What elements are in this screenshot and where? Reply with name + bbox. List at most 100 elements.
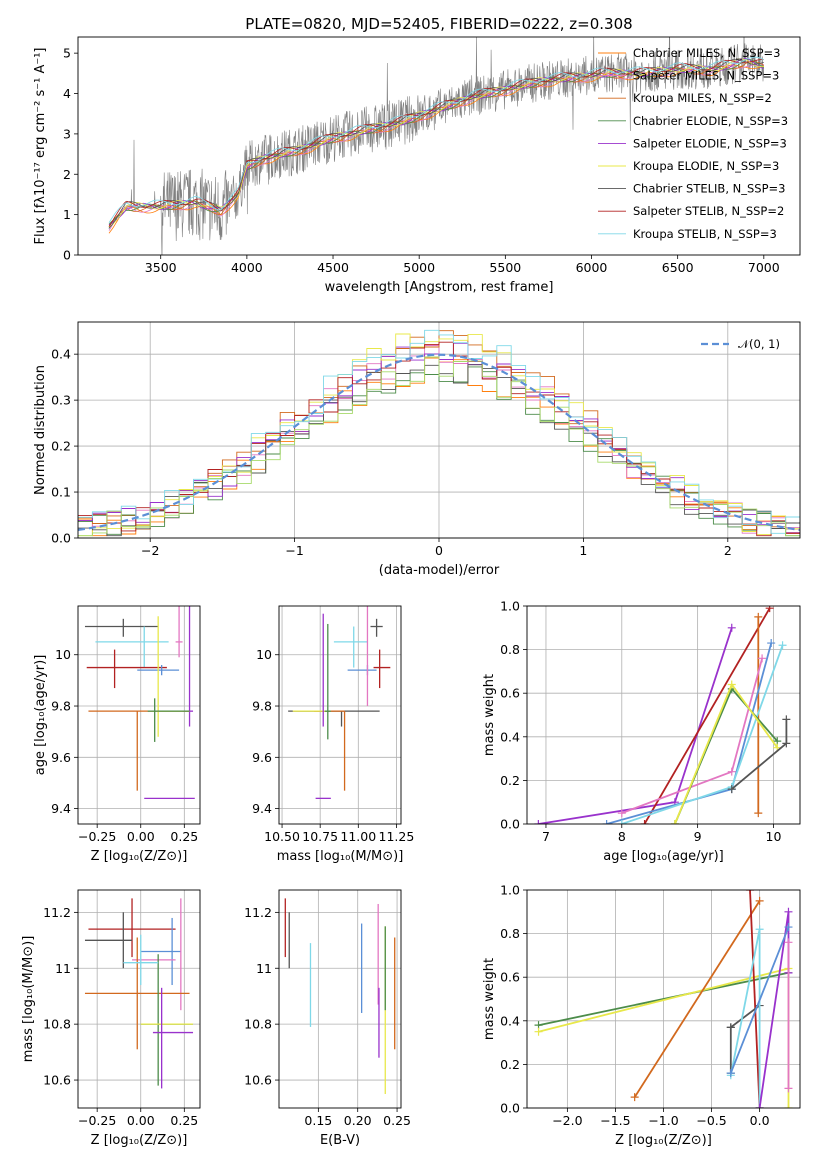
- legend-entry: Salpeter STELIB, N_SSP=2: [633, 204, 784, 218]
- errorbar-point: [333, 626, 368, 668]
- x-tick-label: 4500: [317, 260, 349, 275]
- y-tick-label: 10.6: [43, 1073, 71, 1088]
- y-tick-label: 9.6: [252, 750, 272, 765]
- y-tick-label: 0.0: [500, 817, 520, 832]
- axes-frame: [278, 605, 402, 825]
- x-tick-label: 8: [618, 829, 626, 844]
- plus-marker: [726, 1069, 735, 1078]
- y-tick-label: 9.4: [51, 801, 71, 816]
- series-line: [643, 607, 771, 824]
- errorbar-point: [373, 649, 391, 689]
- y-axis-label: Normed distribution: [33, 365, 48, 495]
- y-tick-label: 1: [63, 207, 71, 222]
- series-line: [749, 890, 761, 1108]
- y-tick-label: 1.0: [500, 883, 520, 898]
- y-axis-label: mass [log₁₀(M/M⊙)]: [21, 936, 36, 1063]
- errorbar-point: [88, 898, 176, 958]
- legend-entry: Chabrier ELODIE, N_SSP=3: [633, 114, 788, 128]
- panel-mass-vs-Z: −0.25 0.00 0.25 10.6 10.8 11 11.2 Z [log₁₀(Z/Z⊙…: [21, 889, 201, 1148]
- x-tick-label: 10.50: [264, 829, 300, 844]
- plus-marker: [784, 923, 793, 932]
- y-tick-label: 11.2: [244, 905, 272, 920]
- x-tick-label: 5500: [489, 260, 521, 275]
- y-tick-label: 2: [63, 167, 71, 182]
- y-tick-label: 9.4: [252, 801, 272, 816]
- mass-weight-series: [617, 641, 787, 824]
- x-axis-label: mass [log₁₀(M/M⊙)]: [277, 849, 404, 864]
- y-tick-label: 10.8: [244, 1017, 272, 1032]
- plus-marker: [727, 785, 736, 794]
- x-tick-label: 1: [579, 543, 587, 558]
- errorbar-point: [86, 649, 167, 689]
- plus-marker: [758, 654, 767, 663]
- y-tick-label: 5: [63, 46, 71, 61]
- y-axis-label: mass weight: [482, 958, 497, 1040]
- plus-marker: [727, 767, 736, 776]
- axes-frame: [526, 605, 801, 825]
- plus-marker: [726, 1023, 735, 1032]
- residual-histogram: [78, 341, 800, 537]
- y-tick-label: 3: [63, 126, 71, 141]
- plus-marker: [630, 1093, 639, 1102]
- errorbar-point: [140, 954, 194, 1086]
- panel-mass-weight-vs-age: 7 8 9 10 0.0 0.2 0.4 0.6 0.8 1.0 age [log₁₀(age/yr…: [482, 599, 801, 864]
- legend-entry: Kroupa MILES, N_SSP=2: [633, 91, 772, 105]
- errorbar-point: [149, 616, 190, 737]
- errorbar-point: [288, 710, 380, 727]
- y-tick-label: 9.6: [51, 750, 71, 765]
- x-tick-label: 7: [542, 829, 550, 844]
- x-tick-label: −0.5: [696, 1113, 726, 1128]
- plus-marker: [754, 809, 763, 818]
- y-tick-label: 11: [55, 961, 71, 976]
- residual-histogram: [78, 329, 800, 534]
- y-tick-label: 10.8: [43, 1017, 71, 1032]
- gaussian-curve: [78, 353, 800, 531]
- model-fit-line: [108, 61, 765, 227]
- y-tick-label: 0.8: [500, 642, 520, 657]
- panel-mass-weight-vs-Z: −2.0 −1.5 −1.0 −0.5 0.0 0.0 0.2 0.4 0.6 0.8 1.0 Z […: [482, 883, 801, 1148]
- x-tick-label: 9: [694, 829, 702, 844]
- y-tick-label: 0.2: [500, 773, 520, 788]
- legend-entry: Salpeter MILES, N_SSP=3: [633, 69, 779, 83]
- errorbar-point: [123, 934, 159, 986]
- y-tick-label: 0.2: [500, 1057, 520, 1072]
- legend-entry: Kroupa ELODIE, N_SSP=3: [633, 159, 779, 173]
- y-tick-label: 0.1: [51, 485, 71, 500]
- y-tick-label: 0.4: [51, 347, 71, 362]
- plus-marker: [784, 907, 793, 916]
- observed-spectrum-line: [108, 37, 765, 255]
- plus-marker: [784, 938, 793, 947]
- x-tick-label: −1.5: [600, 1113, 630, 1128]
- plus-marker: [778, 641, 787, 650]
- y-tick-label: 0.0: [500, 1101, 520, 1116]
- errorbar-point: [140, 917, 181, 986]
- mass-weight-series: [630, 896, 764, 1102]
- x-tick-label: −1.0: [648, 1113, 678, 1128]
- plus-marker: [534, 1027, 543, 1036]
- errorbar-point: [84, 912, 133, 969]
- panel-residuals: −2 −1 0 1 2 0.0 0.1 0.2 0.3 0.4 (data-model)/error…: [33, 321, 801, 578]
- errorbar-point: [95, 626, 169, 668]
- mass-weight-series: [617, 654, 767, 818]
- plus-marker: [782, 739, 791, 748]
- x-tick-label: 6500: [662, 260, 694, 275]
- legend: 𝒩(0, 1): [701, 337, 780, 351]
- x-tick-label: 10: [766, 829, 782, 844]
- plus-marker: [746, 890, 755, 894]
- mass-weight-series: [727, 715, 791, 794]
- y-axis-label: mass weight: [482, 674, 497, 756]
- axes-frame: [77, 36, 801, 256]
- plus-marker: [755, 925, 764, 934]
- series-line: [538, 627, 733, 824]
- chart-title: PLATE=0820, MJD=52405, FIBERID=0222, z=0…: [245, 15, 632, 33]
- series-line: [633, 900, 761, 1098]
- series-line: [729, 1004, 761, 1074]
- y-tick-label: 9.8: [252, 699, 272, 714]
- x-tick-label: 0.25: [170, 829, 198, 844]
- x-tick-label: 0.00: [127, 829, 155, 844]
- plus-marker: [755, 1104, 764, 1108]
- panel-spectrum: 3500 4000 4500 5000 5500 6000 6500 7000 0 1 2 3 4 5 wa…: [33, 15, 801, 295]
- x-tick-label: −2.0: [552, 1113, 582, 1128]
- legend: Chabrier MILES, N_SSP=3 Salpeter MILES, N…: [598, 46, 788, 241]
